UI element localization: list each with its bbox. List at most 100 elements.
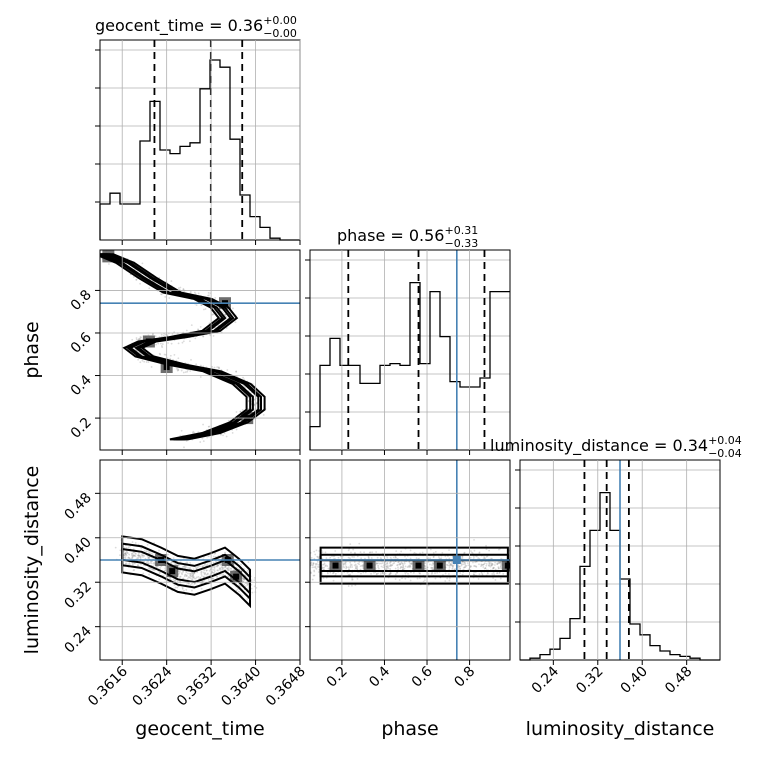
sample-point	[463, 552, 466, 555]
y-tick-label: 0.32	[61, 579, 94, 612]
sample-point	[349, 543, 352, 546]
y-axis-label: luminosity_distance	[21, 466, 43, 655]
sample-point	[236, 561, 239, 564]
sample-point	[437, 556, 440, 558]
sample-point	[460, 564, 463, 567]
sample-point	[485, 548, 488, 551]
sample-point	[171, 333, 174, 335]
sample-point	[432, 568, 435, 571]
sample-point	[482, 566, 485, 568]
sample-point	[370, 557, 373, 559]
sample-point	[385, 567, 388, 570]
sample-point	[386, 566, 389, 568]
sample-point	[147, 555, 149, 558]
sample-point	[173, 584, 176, 586]
x-tick-label: 0.6	[409, 663, 436, 690]
sample-point	[497, 567, 500, 570]
sample-point	[360, 557, 363, 560]
title-minus: −0.00	[263, 27, 297, 40]
sample-point	[488, 561, 491, 564]
sample-point	[235, 370, 238, 373]
sample-point	[459, 572, 462, 574]
sample-point	[427, 573, 430, 575]
density-cell	[436, 562, 443, 569]
sample-point	[491, 573, 494, 575]
sample-point	[480, 563, 483, 566]
sample-point	[416, 577, 419, 580]
sample-point	[132, 548, 135, 551]
sample-point	[196, 571, 199, 574]
sample-point	[486, 571, 489, 574]
sample-point	[469, 556, 472, 559]
sample-point	[478, 552, 481, 555]
sample-point	[344, 562, 346, 565]
sample-point	[136, 557, 139, 559]
sample-point	[135, 278, 138, 281]
sample-point	[212, 561, 215, 564]
sample-point	[231, 432, 234, 434]
sample-point	[177, 369, 180, 372]
sample-point	[445, 563, 448, 566]
sample-point	[131, 556, 134, 558]
sample-point	[461, 561, 464, 564]
sample-point	[193, 583, 196, 585]
sample-point	[398, 560, 400, 563]
sample-point	[239, 410, 242, 413]
sample-point	[170, 342, 173, 345]
sample-point	[152, 568, 155, 571]
sample-point	[402, 568, 405, 571]
sample-point	[222, 566, 225, 569]
sample-point	[490, 564, 492, 566]
sample-point	[162, 335, 165, 337]
sample-point	[469, 565, 472, 567]
sample-point	[381, 562, 384, 564]
sample-point	[466, 562, 469, 565]
sample-point	[243, 578, 246, 581]
sample-point	[409, 562, 412, 565]
sample-point	[128, 563, 131, 566]
sample-point	[347, 585, 350, 587]
sample-point	[184, 565, 187, 567]
sample-point	[185, 329, 188, 332]
sample-point	[400, 566, 403, 568]
sample-point	[389, 564, 392, 567]
sample-point	[345, 565, 348, 568]
sample-point	[200, 304, 203, 306]
sample-point	[424, 567, 427, 570]
sample-point	[202, 571, 205, 574]
panel-grid-2-1	[305, 460, 510, 665]
sample-point	[193, 291, 196, 294]
sample-point	[252, 394, 255, 397]
panel-frame	[519, 459, 721, 661]
sample-point	[156, 565, 159, 568]
sample-point	[327, 567, 330, 570]
sample-point	[389, 561, 392, 564]
sample-point	[262, 414, 265, 416]
sample-point	[242, 577, 245, 580]
sample-point	[388, 573, 391, 576]
sample-point	[203, 573, 206, 576]
sample-point	[188, 582, 190, 585]
sample-point	[216, 564, 219, 567]
sample-point	[399, 563, 402, 566]
sample-point	[234, 321, 237, 324]
sample-point	[228, 569, 231, 571]
sample-point	[148, 556, 151, 558]
sample-point	[147, 550, 150, 553]
x-tick-label: 0.24	[529, 663, 562, 696]
sample-point	[181, 565, 184, 568]
sample-point	[225, 316, 228, 318]
sample-point	[176, 367, 178, 370]
sample-point	[343, 566, 346, 569]
sample-point	[499, 577, 502, 580]
sample-point	[349, 565, 352, 567]
sample-point	[218, 567, 221, 570]
sample-point	[492, 567, 494, 570]
sample-point	[359, 551, 362, 554]
sample-point	[485, 564, 488, 567]
sample-point	[396, 572, 398, 574]
sample-point	[206, 436, 209, 439]
sample-point	[225, 435, 228, 438]
sample-point	[218, 367, 221, 370]
sample-point	[247, 582, 250, 585]
